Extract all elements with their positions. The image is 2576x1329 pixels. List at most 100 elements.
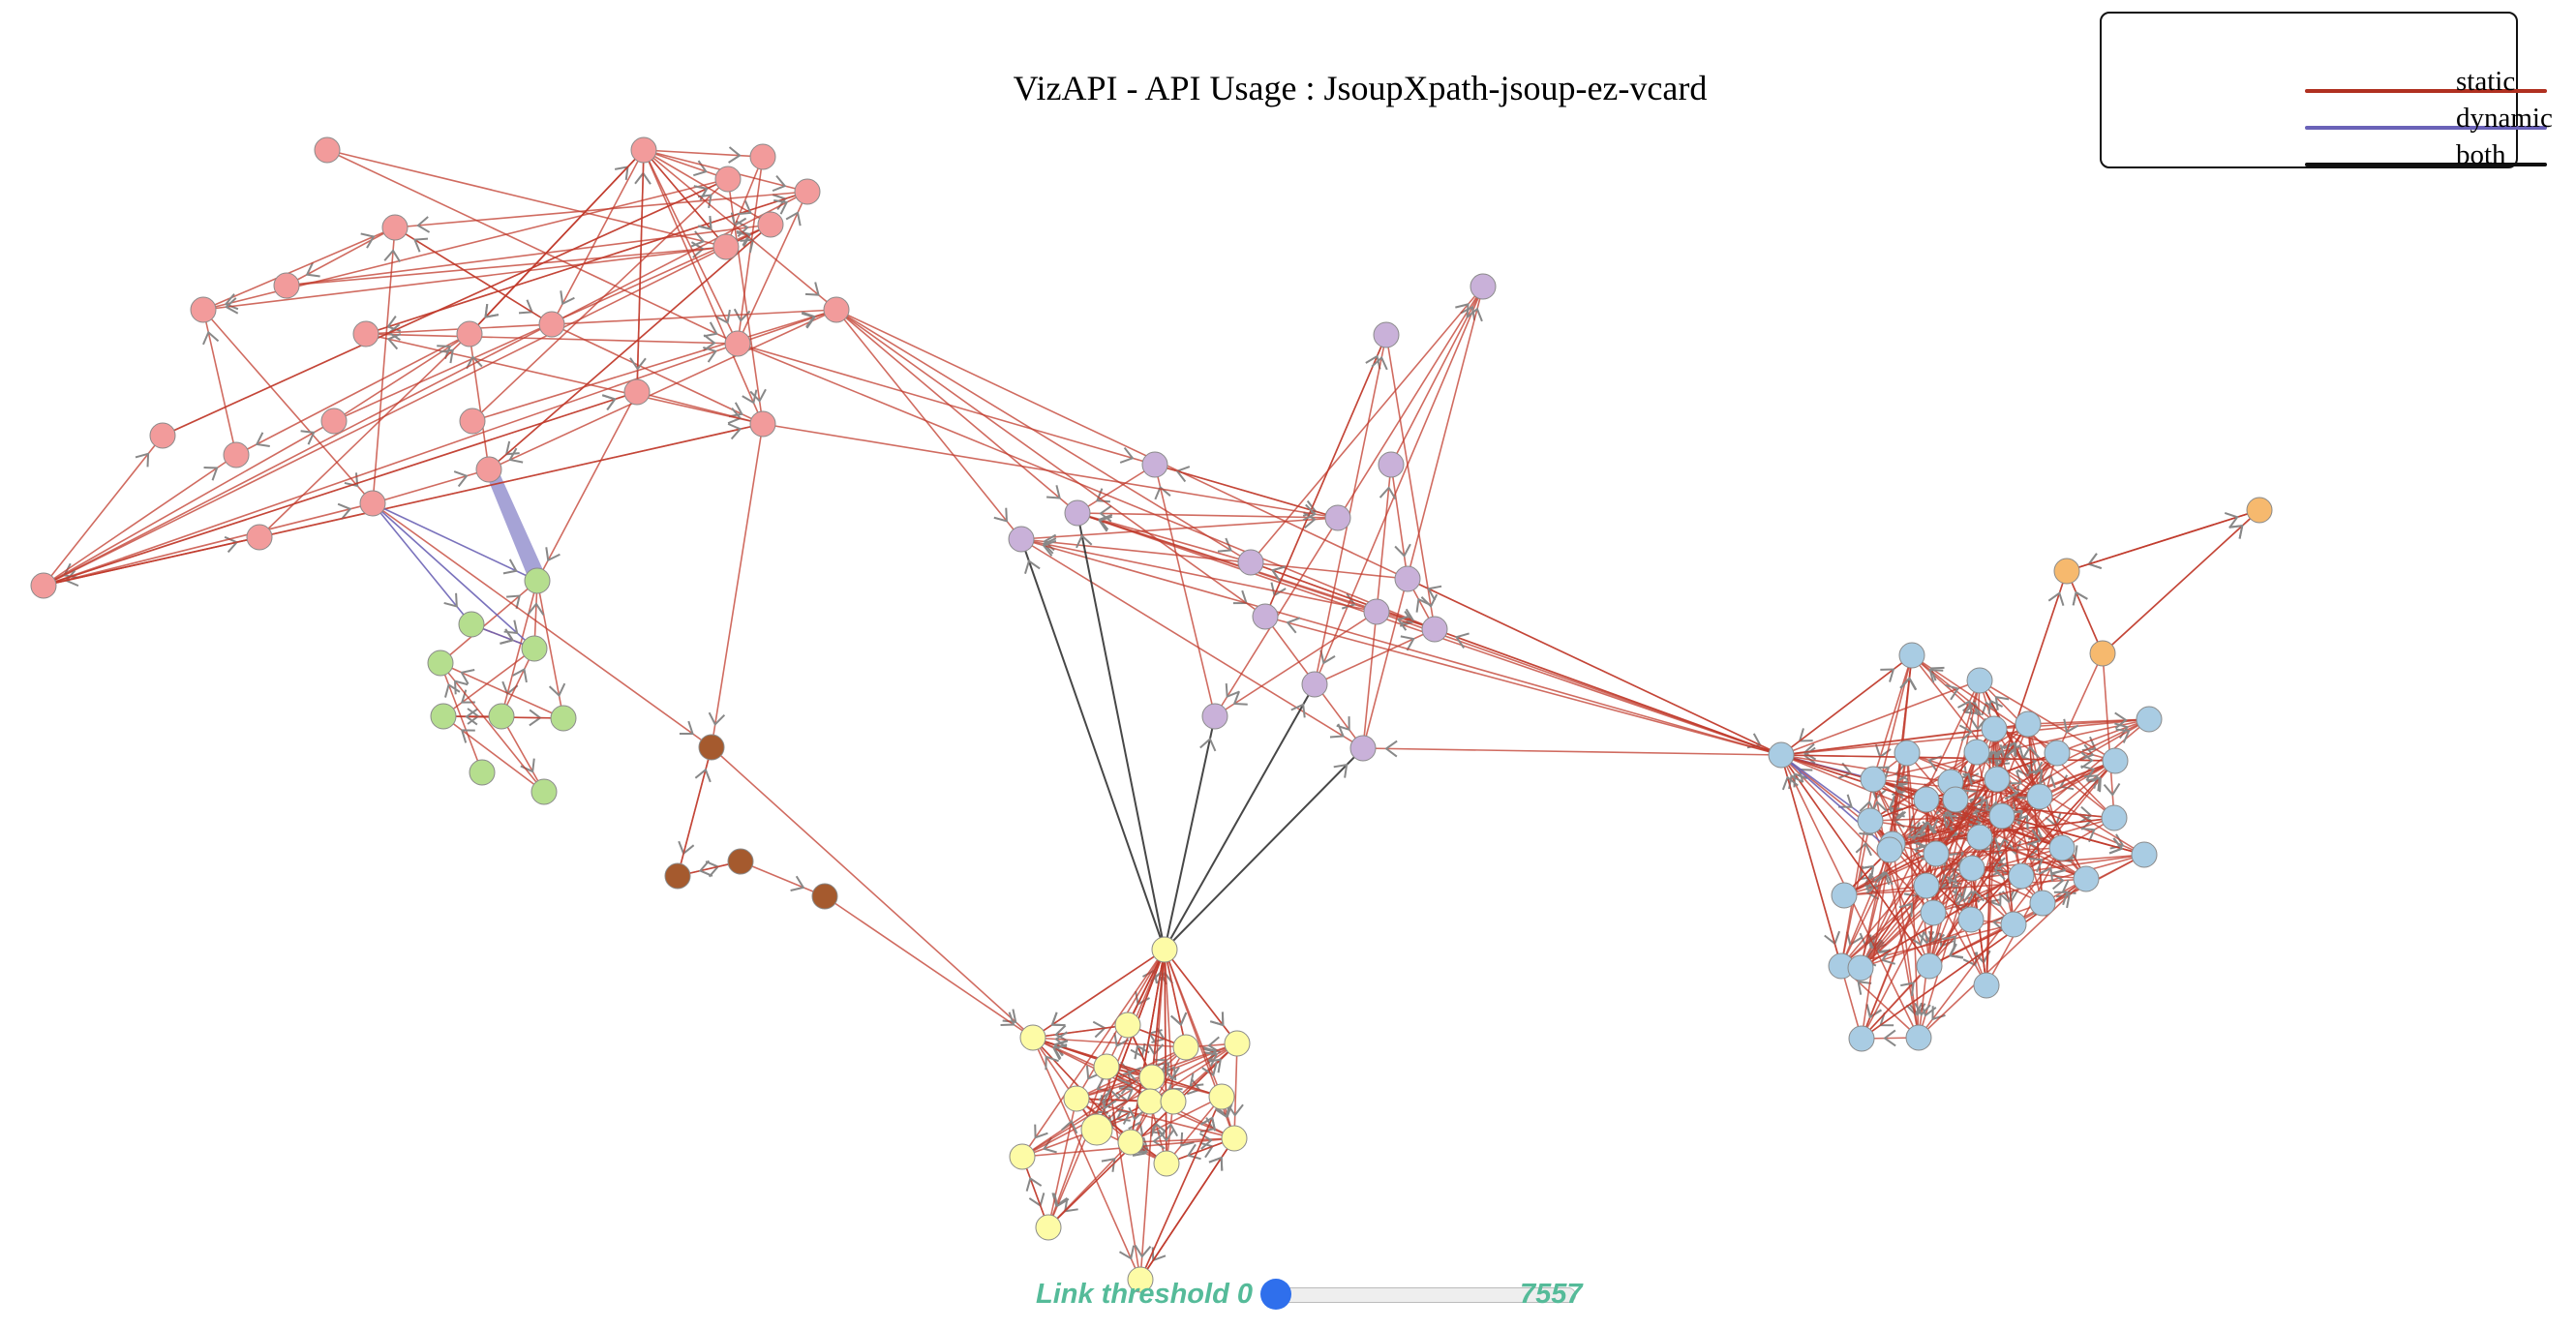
graph-node-purple[interactable] <box>1394 565 1421 592</box>
graph-node-green[interactable] <box>430 703 457 730</box>
graph-node-brown[interactable] <box>811 883 838 910</box>
graph-node-purple[interactable] <box>1324 504 1351 531</box>
graph-node-pink[interactable] <box>149 422 176 449</box>
graph-node-yellow[interactable] <box>1172 1034 1199 1061</box>
graph-node-blue[interactable] <box>2000 911 2027 938</box>
graph-node-blue[interactable] <box>1905 1024 1932 1051</box>
graph-node-pink[interactable] <box>749 143 776 170</box>
graph-node-pink[interactable] <box>823 296 850 323</box>
graph-node-pink[interactable] <box>459 408 486 435</box>
graph-node-blue[interactable] <box>1988 802 2015 830</box>
graph-node-pink[interactable] <box>381 214 409 241</box>
graph-node-blue[interactable] <box>2102 747 2129 774</box>
graph-node-pink[interactable] <box>320 408 348 435</box>
graph-node-blue[interactable] <box>2026 783 2053 810</box>
graph-node-yellow[interactable] <box>1063 1085 1090 1112</box>
graph-node-brown[interactable] <box>664 862 691 890</box>
graph-node-pink[interactable] <box>30 572 57 599</box>
graph-node-yellow[interactable] <box>1019 1024 1046 1051</box>
graph-node-green[interactable] <box>521 635 548 662</box>
graph-node-purple[interactable] <box>1252 603 1279 630</box>
graph-node-purple[interactable] <box>1141 451 1168 478</box>
graph-node-yellow[interactable] <box>1221 1125 1248 1152</box>
graph-node-yellow[interactable] <box>1208 1083 1235 1110</box>
graph-node-blue[interactable] <box>2073 865 2100 892</box>
graph-node-green[interactable] <box>469 759 496 786</box>
graph-node-pink[interactable] <box>190 296 217 323</box>
graph-node-blue[interactable] <box>1848 1025 1875 1052</box>
graph-node-yellow[interactable] <box>1093 1053 1120 1080</box>
graph-node-blue[interactable] <box>1966 667 1993 694</box>
graph-node-yellow[interactable] <box>1153 1150 1180 1177</box>
graph-node-yellow[interactable] <box>1117 1129 1144 1156</box>
graph-node-pink[interactable] <box>724 330 751 357</box>
graph-node-orange[interactable] <box>2053 558 2080 585</box>
graph-node-yellow[interactable] <box>1035 1214 1062 1241</box>
graph-node-pink[interactable] <box>714 166 742 193</box>
graph-node-yellow[interactable] <box>1114 1012 1141 1039</box>
graph-node-pink[interactable] <box>630 136 657 164</box>
graph-node-blue[interactable] <box>1942 786 1969 813</box>
graph-node-green[interactable] <box>524 567 551 594</box>
graph-node-blue[interactable] <box>1894 740 1921 767</box>
graph-node-pink[interactable] <box>712 233 740 260</box>
graph-node-purple[interactable] <box>1008 526 1035 553</box>
graph-node-blue[interactable] <box>1847 954 1874 982</box>
graph-node-yellow[interactable] <box>1160 1088 1187 1115</box>
graph-node-blue[interactable] <box>1984 766 2011 793</box>
graph-node-blue[interactable] <box>1916 952 1943 980</box>
graph-node-pink[interactable] <box>314 136 341 164</box>
graph-node-yellow[interactable] <box>1127 1266 1154 1293</box>
graph-node-pink[interactable] <box>359 490 386 517</box>
graph-node-pink[interactable] <box>223 441 250 468</box>
graph-node-blue[interactable] <box>2029 890 2056 917</box>
graph-node-blue[interactable] <box>1913 786 1940 813</box>
graph-node-blue[interactable] <box>1958 855 1985 882</box>
graph-node-pink[interactable] <box>456 320 483 347</box>
graph-node-purple[interactable] <box>1064 499 1091 527</box>
graph-node-pink[interactable] <box>352 320 379 347</box>
graph-node-blue[interactable] <box>2101 804 2128 831</box>
graph-node-blue[interactable] <box>1860 766 1887 793</box>
graph-node-pink[interactable] <box>749 410 776 438</box>
graph-node-blue[interactable] <box>1973 972 2000 999</box>
graph-node-blue[interactable] <box>1966 824 1993 851</box>
graph-node-orange[interactable] <box>2246 497 2273 524</box>
graph-node-yellow[interactable] <box>1138 1064 1166 1091</box>
graph-node-blue[interactable] <box>1913 872 1940 899</box>
graph-node-pink[interactable] <box>623 378 651 406</box>
graph-node-blue[interactable] <box>1898 642 1925 669</box>
graph-node-yellow[interactable] <box>1224 1030 1251 1057</box>
graph-node-blue[interactable] <box>1768 741 1795 769</box>
graph-node-blue[interactable] <box>2008 862 2035 890</box>
graph-node-yellow[interactable] <box>1080 1113 1113 1146</box>
graph-node-green[interactable] <box>427 649 454 677</box>
graph-node-green[interactable] <box>458 611 485 638</box>
graph-node-blue[interactable] <box>1963 739 1990 766</box>
graph-node-purple[interactable] <box>1349 735 1377 762</box>
graph-node-yellow[interactable] <box>1009 1143 1036 1170</box>
graph-node-blue[interactable] <box>1981 715 2008 742</box>
graph-node-pink[interactable] <box>475 456 502 483</box>
graph-node-orange[interactable] <box>2089 640 2116 667</box>
graph-node-yellow[interactable] <box>1136 1088 1164 1115</box>
graph-node-pink[interactable] <box>273 272 300 299</box>
graph-node-yellow[interactable] <box>1151 936 1178 963</box>
graph-node-brown[interactable] <box>698 734 725 761</box>
graph-node-blue[interactable] <box>2048 834 2076 861</box>
graph-node-brown[interactable] <box>727 848 754 875</box>
graph-node-purple[interactable] <box>1363 598 1390 625</box>
graph-node-pink[interactable] <box>794 178 821 205</box>
graph-node-purple[interactable] <box>1470 273 1497 300</box>
graph-node-blue[interactable] <box>1923 840 1950 867</box>
graph-node-blue[interactable] <box>1857 807 1884 834</box>
graph-node-pink[interactable] <box>757 211 784 238</box>
graph-node-blue[interactable] <box>1831 882 1858 909</box>
graph-node-purple[interactable] <box>1373 321 1400 348</box>
graph-node-purple[interactable] <box>1301 671 1328 698</box>
graph-node-blue[interactable] <box>2136 706 2163 733</box>
graph-node-purple[interactable] <box>1421 616 1448 643</box>
graph-node-blue[interactable] <box>1957 906 1985 933</box>
graph-node-pink[interactable] <box>246 524 273 551</box>
